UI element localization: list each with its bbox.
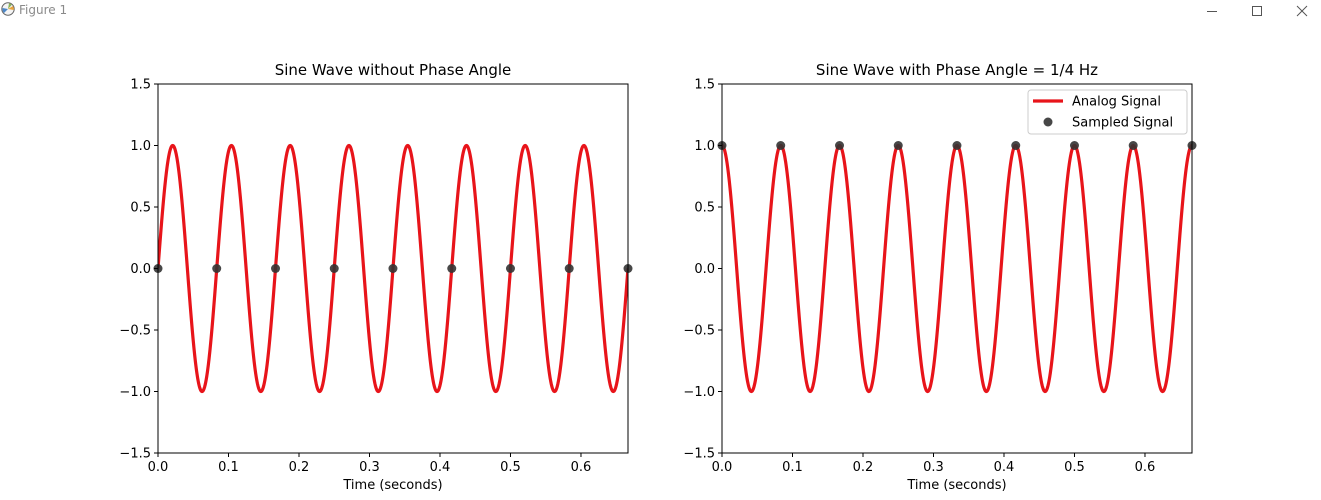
y-tick-label: −1.5 <box>119 447 151 462</box>
legend-entry-label: Analog Signal <box>1072 95 1161 110</box>
sample-point <box>952 141 962 150</box>
y-tick-label: 0.0 <box>694 262 715 277</box>
matplotlib-logo-icon <box>1 2 15 16</box>
y-tick-label: 0.5 <box>130 201 151 216</box>
sample-point <box>1069 141 1079 150</box>
x-tick-label: 0.3 <box>923 460 944 475</box>
x-tick-label: 0.0 <box>712 460 733 475</box>
sample-point <box>329 264 339 273</box>
y-tick-label: −1.5 <box>683 447 715 462</box>
x-axis-label: Time (seconds) <box>342 478 442 493</box>
x-tick-label: 0.1 <box>218 460 239 475</box>
window-title: Figure 1 <box>19 3 68 17</box>
sample-point <box>776 141 786 150</box>
x-tick-label: 0.6 <box>571 460 592 475</box>
chart-2: Sine Wave with Phase Angle = 1/4 Hz 0.0 0.… <box>683 61 1197 493</box>
y-tick-label: 0.0 <box>130 262 151 277</box>
sample-point <box>893 141 903 150</box>
sample-point <box>271 264 281 273</box>
y-tick-label: −0.5 <box>119 324 151 339</box>
analog-signal-line <box>722 143 1192 394</box>
y-tick-label: 0.5 <box>694 201 715 216</box>
y-tick-label: 1.0 <box>694 139 715 154</box>
x-tick-label: 0.4 <box>994 460 1015 475</box>
close-button[interactable] <box>1279 0 1321 22</box>
chart-title: Sine Wave with Phase Angle = 1/4 Hz <box>816 61 1098 79</box>
legend-box <box>1027 89 1188 135</box>
close-icon <box>1296 5 1308 17</box>
x-tick-label: 0.2 <box>289 460 310 475</box>
sample-point <box>447 264 457 273</box>
y-tick-label: −0.5 <box>683 324 715 339</box>
x-tick-label: 0.3 <box>359 460 380 475</box>
maximize-button[interactable] <box>1234 0 1280 22</box>
x-tick-label: 0.4 <box>430 460 451 475</box>
sample-point <box>212 264 222 273</box>
y-tick-label: 1.5 <box>694 78 715 93</box>
sample-point <box>835 141 845 150</box>
sample-point <box>1128 141 1138 150</box>
y-tick-label: 1.5 <box>130 78 151 93</box>
maximize-icon <box>1252 6 1262 16</box>
minimize-icon <box>1207 11 1217 12</box>
y-tick-label: −1.0 <box>683 385 715 400</box>
sample-point <box>388 264 398 273</box>
legend-dot-swatch <box>1043 117 1053 127</box>
sample-point <box>1011 141 1021 150</box>
minimize-button[interactable] <box>1189 0 1235 22</box>
x-axis-label: Time (seconds) <box>906 478 1006 493</box>
chart-1: Sine Wave without Phase Angle 0.0 0.1 0.2 0.… <box>119 61 633 493</box>
figure-canvas: Sine Wave without Phase Angle 0.0 0.1 0.2 0.… <box>119 61 1197 493</box>
x-tick-label: 0.0 <box>148 460 169 475</box>
x-tick-label: 0.2 <box>853 460 874 475</box>
legend-entry-label: Sampled Signal <box>1072 116 1173 131</box>
plot-area <box>722 143 1192 394</box>
axes-frame <box>721 83 1193 454</box>
x-tick-label: 0.6 <box>1135 460 1156 475</box>
window-titlebar: Figure 1 <box>0 0 1321 22</box>
legend: Analog Signal Sampled Signal <box>1027 89 1188 135</box>
y-tick-label: 1.0 <box>130 139 151 154</box>
x-tick-label: 0.1 <box>782 460 803 475</box>
x-tick-label: 0.5 <box>1064 460 1085 475</box>
x-tick-label: 0.5 <box>500 460 521 475</box>
sample-point <box>505 264 515 273</box>
sample-point <box>564 264 574 273</box>
y-tick-label: −1.0 <box>119 385 151 400</box>
chart-title: Sine Wave without Phase Angle <box>275 61 512 79</box>
